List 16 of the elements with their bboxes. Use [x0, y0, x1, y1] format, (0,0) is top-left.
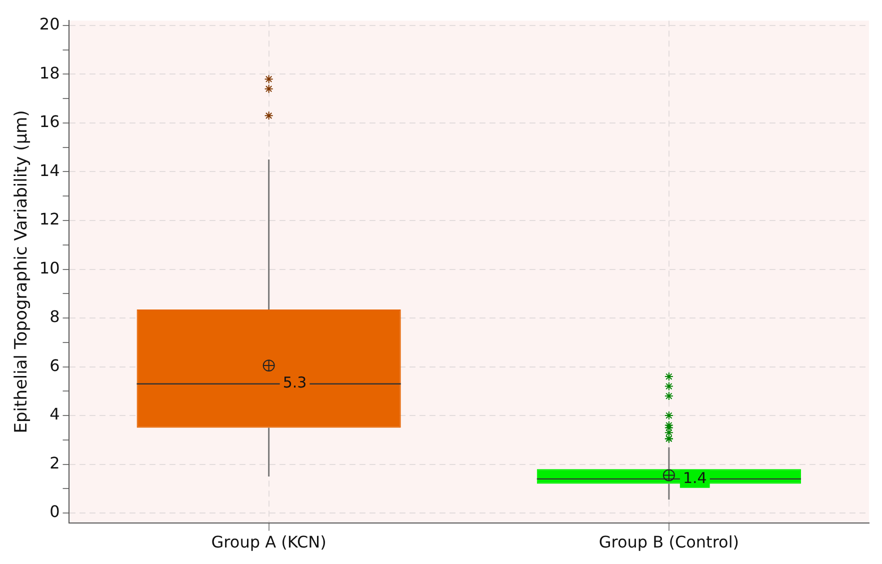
y-tick-label: 12 [39, 210, 60, 229]
x-tick-label: Group A (KCN) [211, 532, 326, 552]
y-tick-label: 16 [39, 112, 60, 132]
y-tick-label: 2 [50, 453, 60, 472]
y-tick-label: 18 [39, 63, 60, 82]
y-tick-label: 14 [39, 160, 60, 180]
annotation: 5.3 [282, 374, 307, 392]
y-tick-label: 4 [50, 404, 60, 424]
y-tick-label: 20 [39, 14, 60, 34]
y-tick-label: 10 [39, 258, 60, 278]
y-tick-label: 8 [50, 307, 60, 326]
x-tick-label: Group B (Control) [598, 532, 740, 552]
y-axis-title: Epithelial Topographic Variability (µm) [12, 110, 32, 434]
y-tick-label: 0 [50, 502, 60, 522]
annotation: 1.4 [682, 468, 707, 487]
y-tick-label: 6 [50, 356, 60, 375]
